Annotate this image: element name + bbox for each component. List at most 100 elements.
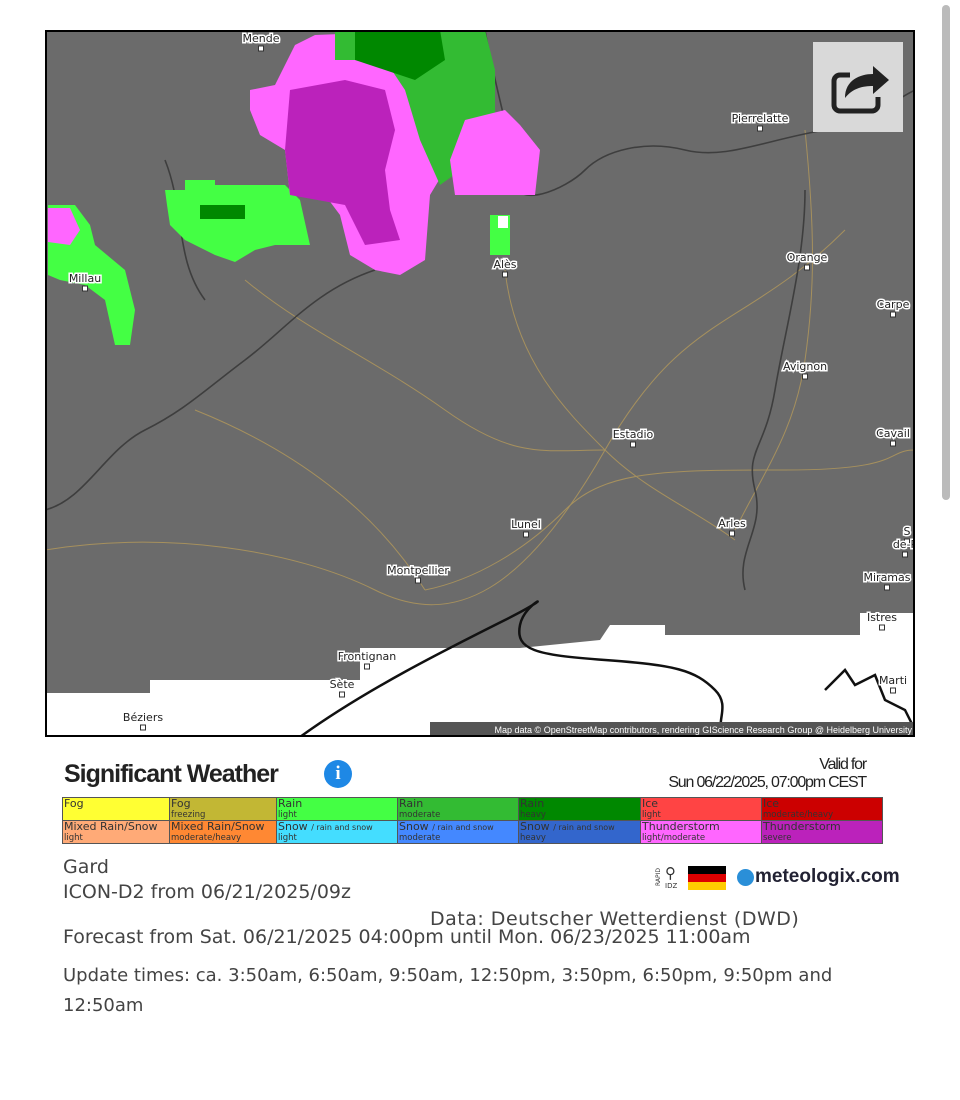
legend-label: Mixed Rain/Snow: [171, 821, 265, 833]
legend-cell: Ice light: [640, 797, 762, 821]
legend-note: / rain and snow: [553, 823, 615, 832]
legend-label: Rain: [278, 797, 303, 810]
legend-label: Mixed Rain/Snow: [64, 821, 158, 833]
legend-label-main: Ice: [642, 797, 659, 810]
city-marker: [630, 441, 636, 448]
legend-label-main: Fog: [171, 797, 191, 810]
brand-icon: [737, 869, 754, 886]
valid-for: Valid for Sun 06/22/2025, 07:00pm CEST: [668, 756, 867, 792]
legend-cell: Snow / rain and snow light: [276, 820, 398, 844]
attribution: Map data © OpenStreetMap contributors, r…: [495, 725, 913, 735]
city-label: Marti: [879, 674, 907, 687]
city-label: Pierrelatte: [732, 112, 789, 125]
forecast: Forecast from Sat. 06/21/2025 04:00pm un…: [63, 926, 751, 948]
valid-time: Sun 06/22/2025, 07:00pm CEST: [668, 774, 867, 791]
brand: meteologix.com: [755, 866, 900, 887]
valid-label: Valid for: [819, 756, 867, 773]
legend-sub: moderate: [399, 810, 441, 820]
legend-label-main: Snow: [399, 820, 429, 833]
legend-sub: moderate: [399, 833, 441, 843]
legend-cell: Snow / rain and snow heavy: [518, 820, 641, 844]
legend-label-main: Fog: [64, 797, 84, 810]
legend-sub: severe: [763, 833, 792, 843]
city-marker: [804, 264, 810, 271]
logos: RAPID ⚲ IDZ meteologix.com: [655, 864, 905, 892]
city-marker: [890, 311, 896, 318]
legend-sub: heavy: [520, 810, 546, 820]
legend-sub: heavy: [520, 833, 546, 843]
source: Data: Deutscher Wetterdienst (DWD): [430, 908, 800, 930]
city-marker: [339, 691, 345, 698]
legend-cell: Rain light: [276, 797, 398, 821]
city-label: Mende: [243, 32, 280, 45]
german-flag: [688, 866, 726, 890]
idz-logo: IDZ: [665, 882, 678, 890]
city-marker: [884, 584, 890, 591]
info-icon[interactable]: i: [324, 760, 352, 788]
legend-label: Snow / rain and snow: [278, 820, 373, 833]
search-icon: ⚲: [665, 864, 676, 882]
city-marker: [140, 724, 146, 731]
legend-note: / rain and snow: [432, 823, 494, 832]
city-label: Montpellier: [387, 564, 449, 577]
precipitation: [48, 31, 540, 345]
title: Significant Weather: [64, 760, 279, 788]
city-marker: [757, 125, 763, 132]
legend-sub: light: [642, 810, 661, 820]
city-label: Miramas: [864, 571, 911, 584]
legend-label: Snow / rain and snow: [399, 820, 494, 833]
legend-cell: Thunderstorm severe: [761, 820, 883, 844]
city-marker: [82, 285, 88, 292]
city-marker: [364, 663, 370, 670]
city-marker: [890, 687, 896, 694]
legend-cell: Fog: [62, 797, 170, 821]
legend-cell: Ice moderate/heavy: [761, 797, 883, 821]
legend-cell: Mixed Rain/Snow light: [62, 820, 170, 844]
city-label: Millau: [69, 272, 101, 285]
city-label: Avignon: [783, 360, 827, 373]
city-label: Carpe: [877, 298, 910, 311]
update-times: Update times: ca. 3:50am, 6:50am, 9:50am…: [63, 965, 833, 1016]
city-label: Estadio: [613, 428, 654, 441]
legend-label-main: Thunderstorm: [763, 820, 841, 833]
city-marker: [904, 538, 910, 545]
city-marker: [258, 45, 264, 52]
city-marker: [890, 440, 896, 447]
city-label: S: [904, 525, 911, 538]
city-marker: [879, 624, 885, 631]
legend-note: / rain and snow: [311, 823, 373, 832]
legend-label: Snow / rain and snow: [520, 820, 615, 833]
city-marker: [902, 551, 908, 558]
legend-label-main: Thunderstorm: [642, 820, 720, 833]
legend-label: Thunderstorm: [763, 820, 841, 833]
legend-sub: light: [278, 810, 297, 820]
legend-cell: Mixed Rain/Snow moderate/heavy: [169, 820, 277, 844]
legend-sub: freezing: [171, 810, 206, 820]
city-marker: [802, 373, 808, 380]
legend-label-main: Rain: [399, 797, 424, 810]
legend-cell: Thunderstorm light/moderate: [640, 820, 762, 844]
legend-label: Rain: [520, 798, 544, 810]
city-label: Lunel: [511, 518, 541, 531]
legend-sub: light: [64, 833, 83, 843]
legend-sub: moderate/heavy: [763, 810, 834, 820]
share-button[interactable]: [813, 42, 903, 132]
city-label: Alès: [493, 258, 516, 271]
city-label: Orange: [787, 251, 828, 264]
city-label: Arles: [718, 517, 746, 530]
legend-sub: light: [278, 833, 297, 843]
city-marker: [523, 531, 529, 538]
map: Mende Pierrelatte Alès Orange Millau Carpe Avi…: [45, 30, 915, 737]
legend-label-main: Snow: [278, 820, 308, 833]
legend-label: Fog: [64, 797, 84, 810]
legend-label: Ice: [642, 797, 659, 810]
legend-label-main: Ice: [763, 797, 780, 810]
legend-label: Rain: [399, 797, 424, 810]
city-label: de-P: [893, 538, 915, 551]
scrollbar: [942, 5, 950, 500]
city-marker: [729, 530, 735, 537]
legend-label-main: Snow: [520, 820, 550, 833]
legend-label: Thunderstorm: [642, 820, 720, 833]
legend-label-main: Rain: [278, 797, 303, 810]
